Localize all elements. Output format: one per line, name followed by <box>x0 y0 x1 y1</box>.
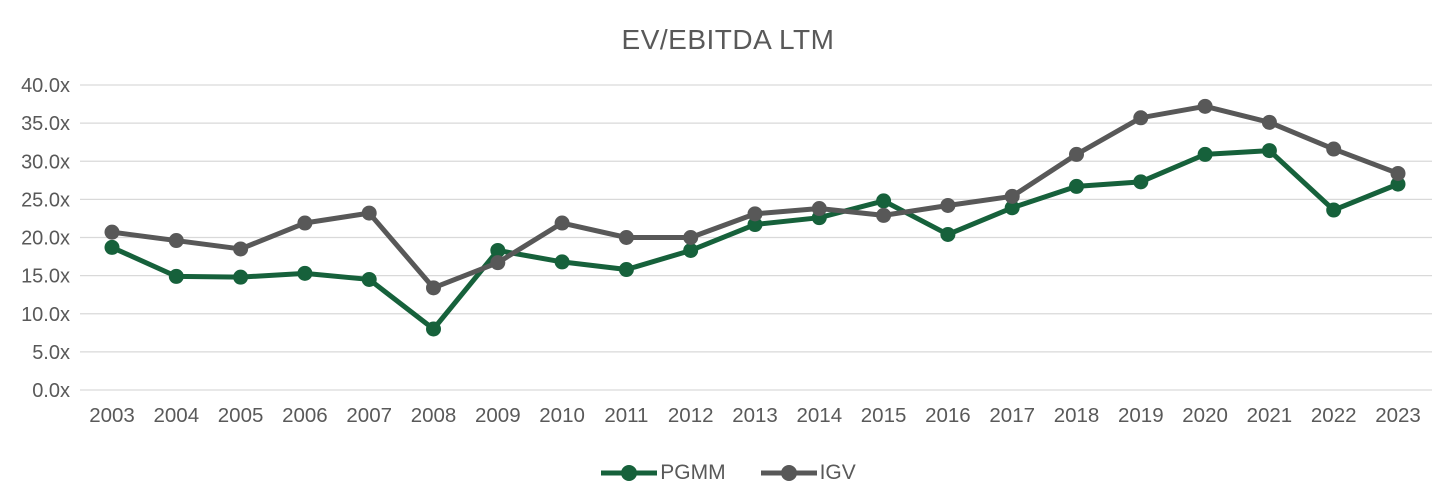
data-point-igv-2005 <box>233 241 249 257</box>
data-point-igv-2010 <box>554 215 570 231</box>
line-plot-area: 0.0x 5.0x 10.0x 15.0x 20.0x 25.0x 30.0x 35.0x 40… <box>21 75 1432 427</box>
y-axis-tick-label: 0.0x <box>32 380 70 402</box>
data-point-igv-2018 <box>1069 146 1084 162</box>
legend-item-pgmm: PGMM <box>600 461 726 485</box>
x-axis-tick-label: 2007 <box>346 404 392 427</box>
x-axis-tick-label: 2010 <box>539 404 585 427</box>
x-axis-tick-label: 2013 <box>732 404 778 427</box>
data-point-pgmm-2006 <box>297 265 313 281</box>
y-axis-tick-label: 30.0x <box>21 151 70 173</box>
legend-marker-igv-icon <box>760 465 817 481</box>
y-axis-tick-label: 25.0x <box>21 189 70 211</box>
y-axis-tick-label: 40.0x <box>21 75 70 97</box>
data-point-pgmm-2012 <box>683 242 699 258</box>
x-axis-tick-label: 2023 <box>1375 404 1421 427</box>
x-axis-tick-label: 2011 <box>604 404 648 427</box>
data-point-pgmm-2023 <box>1390 176 1406 192</box>
legend-item-igv: IGV <box>760 461 856 485</box>
data-point-pgmm-2007 <box>361 271 377 287</box>
data-point-igv-2022 <box>1326 141 1342 157</box>
x-axis-tick-label: 2015 <box>861 404 907 427</box>
x-axis-tick-label: 2014 <box>796 404 842 427</box>
data-point-igv-2011 <box>618 230 634 245</box>
x-axis-tick-label: 2008 <box>411 404 457 427</box>
legend-label-pgmm: PGMM <box>660 461 726 484</box>
data-point-igv-2017 <box>1004 188 1020 204</box>
x-axis-tick-label: 2020 <box>1182 404 1228 427</box>
data-point-pgmm-2009 <box>490 242 506 258</box>
x-axis-tick-label: 2022 <box>1311 404 1357 427</box>
data-point-igv-2019 <box>1133 110 1149 126</box>
data-point-pgmm-2005 <box>233 269 249 285</box>
x-axis-tick-label: 2019 <box>1118 404 1164 427</box>
x-axis-tick-label: 2005 <box>218 404 264 427</box>
data-point-igv-2021 <box>1261 114 1277 130</box>
y-axis-tick-label: 35.0x <box>21 113 70 135</box>
data-point-pgmm-2022 <box>1326 202 1342 218</box>
data-point-igv-2016 <box>940 197 956 213</box>
x-axis-tick-label: 2017 <box>989 404 1035 427</box>
data-point-igv-2008 <box>426 280 441 296</box>
x-axis-tick-label: 2021 <box>1247 404 1293 427</box>
data-point-igv-2006 <box>297 215 313 231</box>
data-point-igv-2015 <box>876 207 892 223</box>
data-point-pgmm-2015 <box>876 193 892 209</box>
data-point-pgmm-2010 <box>554 254 570 270</box>
y-axis-tick-label: 15.0x <box>21 266 70 288</box>
x-axis-tick-label: 2004 <box>153 404 199 427</box>
data-point-igv-2007 <box>361 205 377 221</box>
legend-marker-pgmm-icon <box>601 465 658 481</box>
data-point-igv-2003 <box>104 224 120 240</box>
data-point-pgmm-2003 <box>104 239 120 255</box>
x-axis-tick-label: 2006 <box>282 404 328 427</box>
data-point-pgmm-2019 <box>1133 174 1149 190</box>
data-point-igv-2004 <box>168 233 184 249</box>
y-axis-tick-label: 10.0x <box>21 304 70 326</box>
data-point-igv-2012 <box>683 230 699 245</box>
data-point-pgmm-2011 <box>618 262 634 278</box>
series-line-pgmm <box>109 148 1401 332</box>
chart-legend: PGMM IGV <box>0 461 1456 485</box>
data-point-pgmm-2021 <box>1261 143 1277 159</box>
data-point-pgmm-2020 <box>1197 146 1213 162</box>
data-point-pgmm-2013 <box>747 217 763 233</box>
data-point-igv-2009 <box>490 255 506 271</box>
y-axis-tick-label: 5.0x <box>32 342 70 364</box>
x-axis-tick-label: 2018 <box>1054 404 1100 427</box>
data-point-igv-2013 <box>747 206 763 222</box>
x-axis-tick-label: 2003 <box>89 404 135 427</box>
data-point-igv-2014 <box>811 201 827 217</box>
data-point-pgmm-2008 <box>426 321 441 337</box>
data-point-pgmm-2018 <box>1069 178 1084 194</box>
x-axis-tick-label: 2009 <box>475 404 521 427</box>
series-line-igv <box>109 103 1401 291</box>
data-point-pgmm-2017 <box>1004 200 1020 216</box>
data-point-pgmm-2004 <box>168 268 184 284</box>
legend-label-igv: IGV <box>819 461 856 484</box>
data-point-igv-2020 <box>1197 98 1213 114</box>
data-point-pgmm-2016 <box>940 226 956 242</box>
x-axis-tick-label: 2016 <box>925 404 971 427</box>
x-axis-tick-label: 2012 <box>668 404 714 427</box>
data-point-igv-2023 <box>1390 165 1406 181</box>
y-axis-tick-label: 20.0x <box>21 228 70 250</box>
chart-title: EV/EBITDA LTM <box>621 24 835 55</box>
